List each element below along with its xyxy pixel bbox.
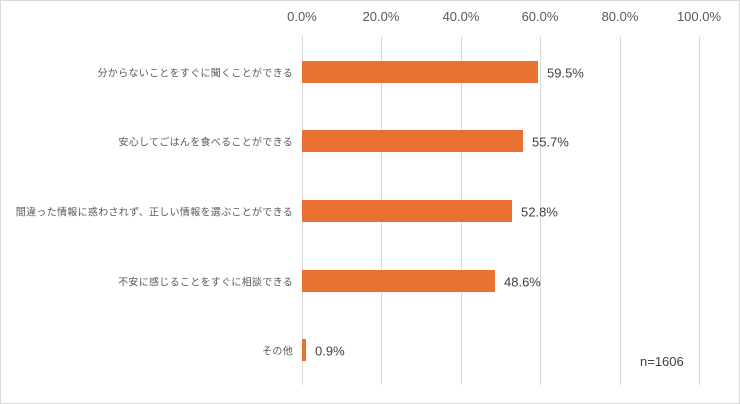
bar xyxy=(302,339,306,361)
category-label: 安心してごはんを食べることができる xyxy=(118,137,293,149)
x-tick-0: 0.0% xyxy=(287,9,317,24)
sample-size-note: n=1606 xyxy=(640,354,684,369)
category-label: その他 xyxy=(262,346,293,358)
data-label: 59.5% xyxy=(547,65,584,81)
x-tick-80: 80.0% xyxy=(601,9,639,24)
x-tick-100: 100.0% xyxy=(676,9,722,24)
x-tick-40: 40.0% xyxy=(442,9,480,24)
category-label: 間違った情報に惑わされず、正しい情報を選ぶことができる xyxy=(15,207,293,219)
bar xyxy=(302,130,523,152)
bar xyxy=(302,200,512,222)
data-label: 52.8% xyxy=(521,204,558,220)
gridline xyxy=(540,36,541,385)
data-label: 48.6% xyxy=(504,274,541,290)
data-label: 55.7% xyxy=(532,134,569,150)
category-label: 分からないことをすぐに聞くことができる xyxy=(97,68,293,80)
bar xyxy=(302,61,538,83)
x-tick-20: 20.0% xyxy=(362,9,400,24)
x-tick-60: 60.0% xyxy=(521,9,559,24)
data-label: 0.9% xyxy=(315,343,345,359)
gridline xyxy=(620,36,621,385)
gridline xyxy=(699,36,700,385)
category-label: 不安に感じることをすぐに相談できる xyxy=(118,277,293,289)
bar xyxy=(302,270,495,292)
